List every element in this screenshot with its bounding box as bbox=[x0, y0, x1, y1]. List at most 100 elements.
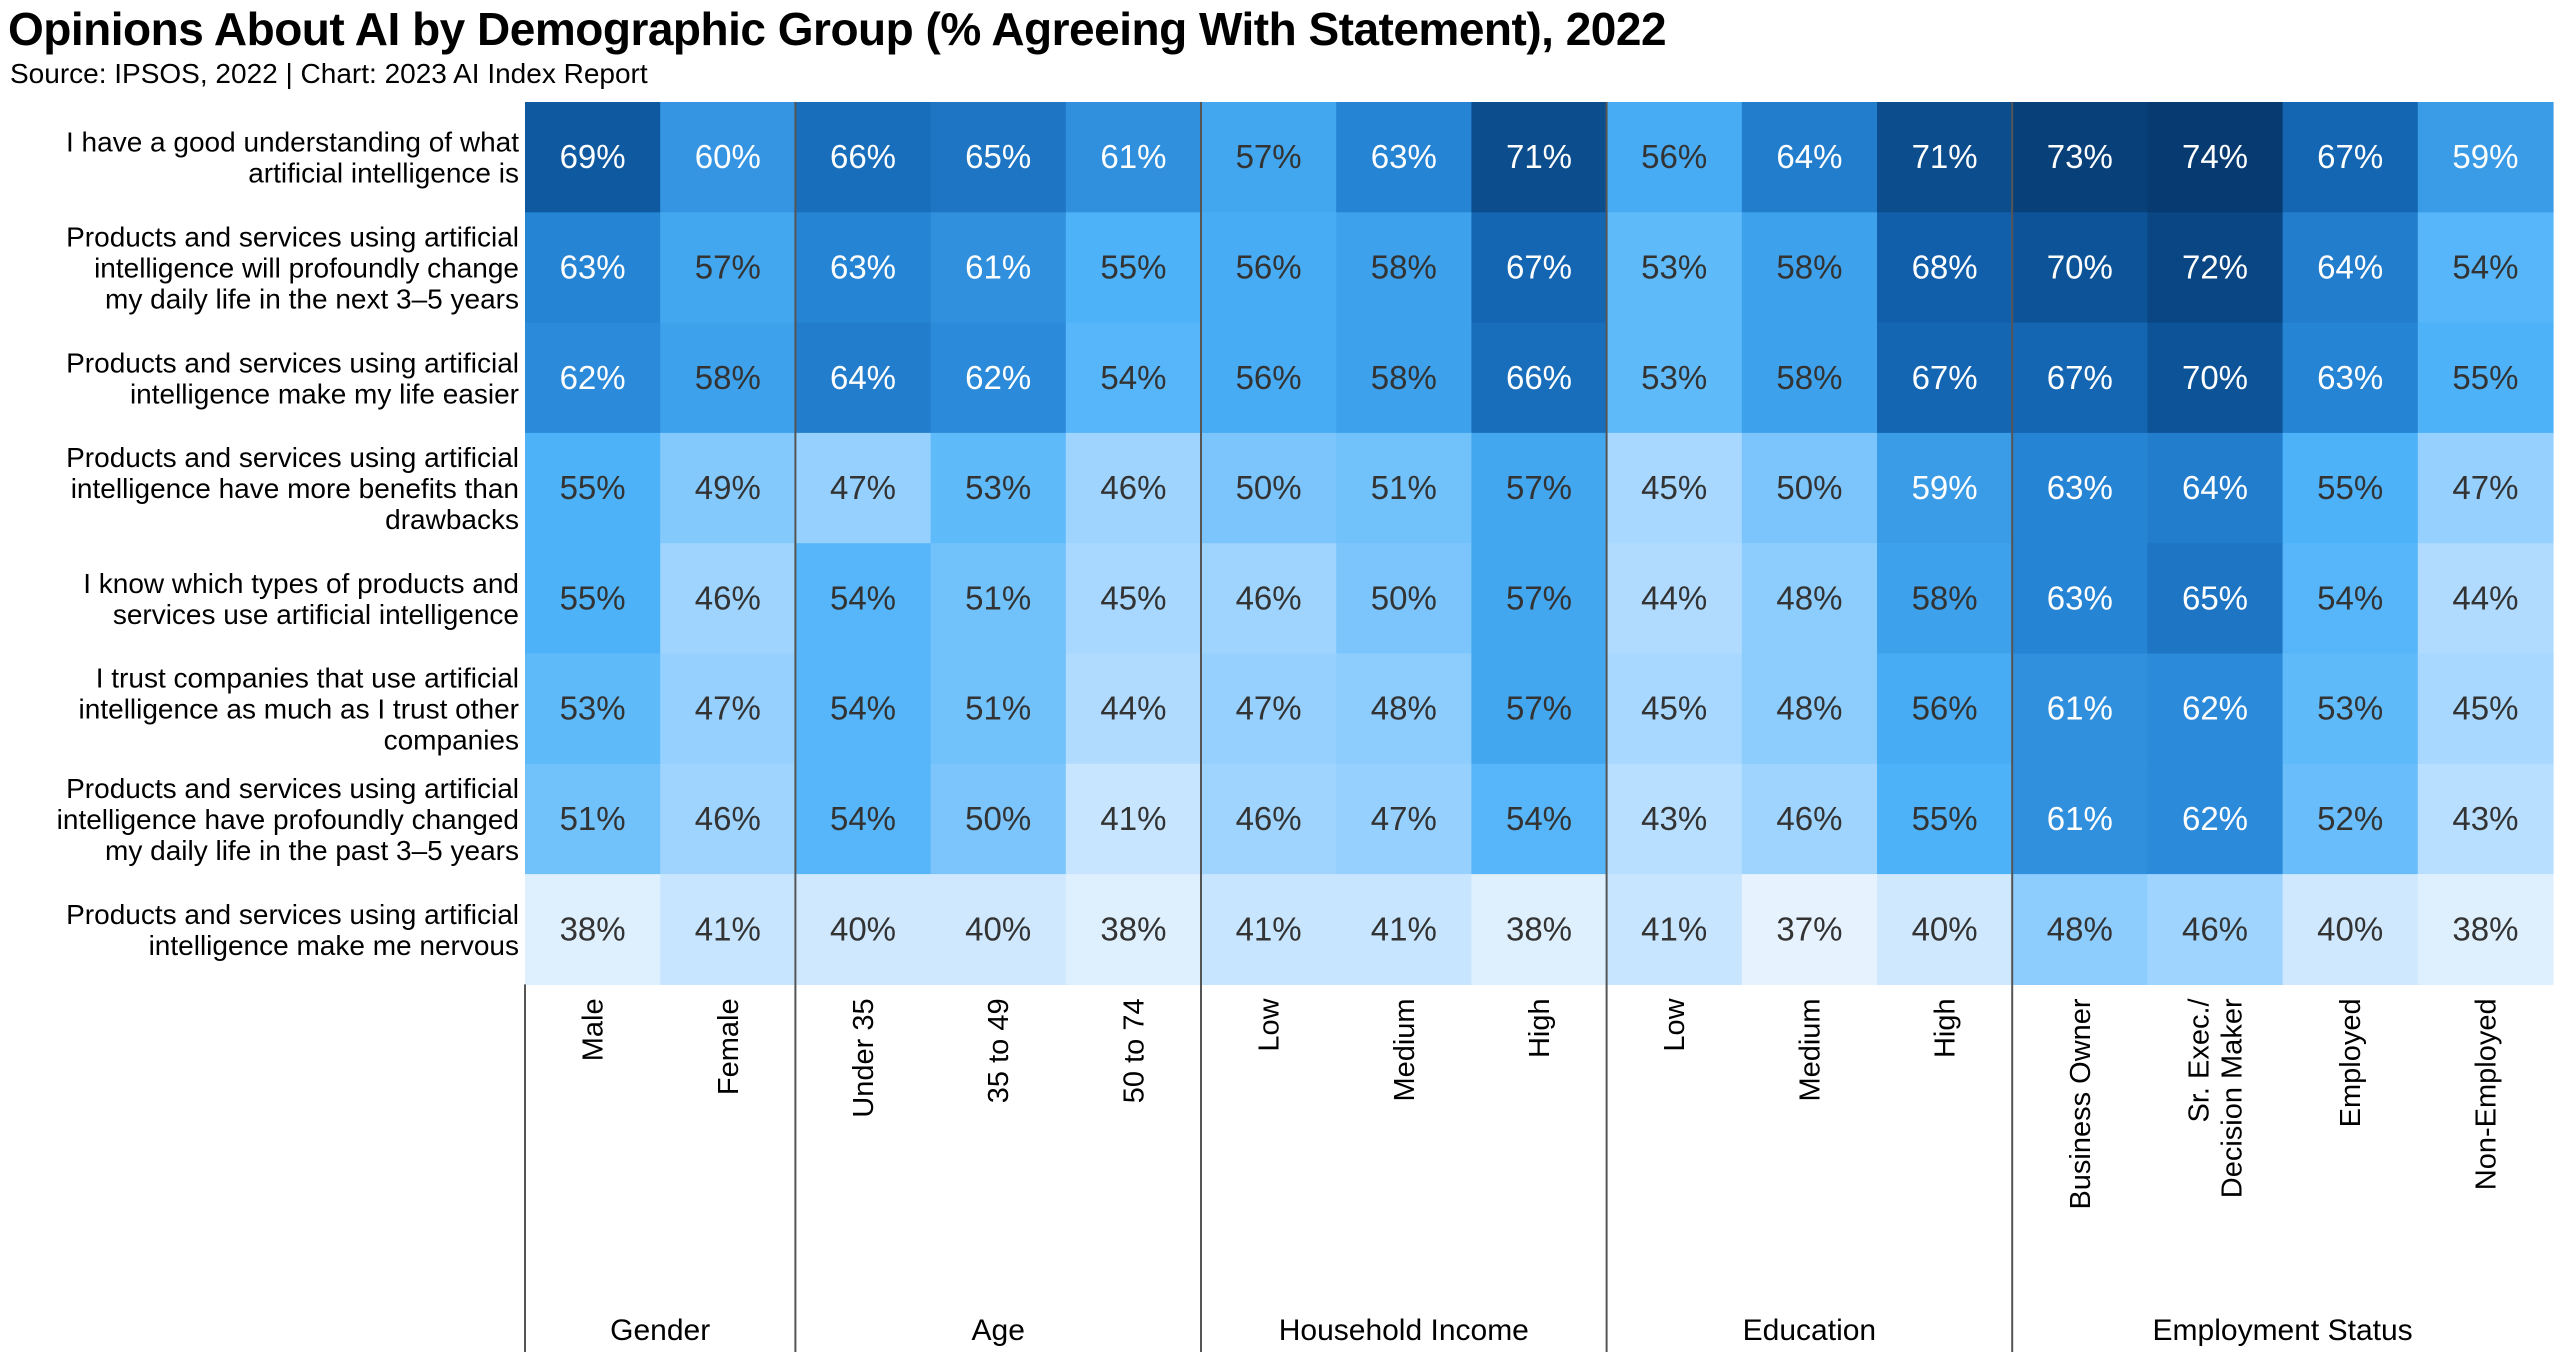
heatmap-cell bbox=[1065, 212, 1202, 324]
cell-value-label: 59% bbox=[1912, 469, 1978, 506]
column-label-line: Employed bbox=[2335, 998, 2367, 1127]
heatmap-cell bbox=[2147, 653, 2284, 765]
heatmap-cell bbox=[2282, 653, 2419, 765]
row-label: Products and services using artificialin… bbox=[66, 899, 519, 961]
heatmap-cell bbox=[1201, 763, 1337, 875]
heatmap-cell bbox=[525, 102, 661, 213]
heatmap-cell bbox=[795, 102, 932, 213]
heatmap-cell bbox=[930, 212, 1067, 324]
heatmap-cell bbox=[2417, 653, 2554, 765]
row-labels: I have a good understanding of whatartif… bbox=[57, 127, 520, 961]
cell-value-label: 64% bbox=[2317, 248, 2383, 285]
heatmap-cell bbox=[795, 322, 932, 434]
heatmap-cell bbox=[2417, 763, 2554, 875]
cell-value-label: 74% bbox=[2182, 138, 2248, 175]
column-label-line: Low bbox=[1254, 997, 1286, 1051]
heatmap-cell bbox=[525, 432, 661, 544]
cell-value-label: 66% bbox=[830, 138, 896, 175]
heatmap-cell bbox=[795, 543, 932, 655]
cell-value-label: 54% bbox=[830, 800, 896, 837]
cell-value-label: 51% bbox=[1371, 469, 1437, 506]
column-label-line: High bbox=[1524, 998, 1556, 1058]
row-label: I know which types of products andservic… bbox=[83, 568, 519, 630]
cell-value-label: 40% bbox=[830, 910, 896, 947]
heatmap-cell bbox=[525, 322, 661, 434]
row-label-line: Products and services using artificial bbox=[66, 221, 519, 252]
column-label-line: Business Owner bbox=[2065, 998, 2097, 1209]
cell-value-label: 44% bbox=[1100, 690, 1166, 727]
cell-value-label: 62% bbox=[2182, 690, 2248, 727]
heatmap-cell bbox=[1877, 874, 2013, 985]
cell-value-label: 48% bbox=[1371, 690, 1437, 727]
cell-value-label: 55% bbox=[560, 579, 626, 616]
column-label: Medium bbox=[1794, 998, 1826, 1101]
chart-title: Opinions About AI by Demographic Group (… bbox=[8, 3, 1667, 55]
row-label-line: my daily life in the past 3–5 years bbox=[105, 835, 519, 866]
column-label: 50 to 74 bbox=[1118, 998, 1150, 1103]
column-label-line: 35 to 49 bbox=[983, 998, 1015, 1103]
cell-value-label: 58% bbox=[1776, 359, 1842, 396]
cell-value-label: 63% bbox=[560, 248, 626, 285]
row-label-line: intelligence make my life easier bbox=[130, 378, 519, 409]
column-label: Low bbox=[1254, 997, 1286, 1051]
row-label: Products and services using artificialin… bbox=[57, 773, 519, 866]
cell-value-label: 62% bbox=[560, 359, 626, 396]
column-label-line: Under 35 bbox=[848, 998, 880, 1117]
heatmap-cell bbox=[660, 432, 796, 544]
heatmap-cell bbox=[2147, 212, 2284, 324]
heatmap-cell bbox=[525, 212, 661, 324]
heatmap-cell bbox=[1201, 432, 1337, 544]
cell-value-label: 51% bbox=[965, 690, 1031, 727]
cell-value-label: 71% bbox=[1912, 138, 1978, 175]
cell-value-label: 48% bbox=[1776, 690, 1842, 727]
heatmap-cell bbox=[525, 543, 661, 655]
heatmap-cell bbox=[1065, 322, 1202, 434]
heatmap-cell bbox=[2012, 763, 2148, 875]
cell-value-label: 73% bbox=[2047, 138, 2113, 175]
cell-value-label: 45% bbox=[1641, 469, 1707, 506]
heatmap-cell bbox=[1741, 322, 1878, 434]
cell-value-label: 56% bbox=[1236, 248, 1302, 285]
cell-value-label: 38% bbox=[1100, 910, 1166, 947]
heatmap-cell bbox=[1471, 432, 1608, 544]
heatmap-cell bbox=[1877, 102, 2013, 213]
heatmap-cell bbox=[795, 212, 932, 324]
heatmap-cell bbox=[2012, 322, 2148, 434]
heatmap-cell bbox=[2417, 102, 2554, 213]
heatmap-cell bbox=[2282, 322, 2419, 434]
cell-value-label: 70% bbox=[2182, 359, 2248, 396]
row-label: I have a good understanding of whatartif… bbox=[66, 127, 519, 189]
cell-value-label: 57% bbox=[1506, 579, 1572, 616]
cell-value-label: 50% bbox=[1776, 469, 1842, 506]
heatmap-cell bbox=[1471, 763, 1608, 875]
row-label-line: artificial intelligence is bbox=[248, 158, 519, 189]
cell-value-label: 45% bbox=[1641, 690, 1707, 727]
heatmap-cell bbox=[1471, 102, 1608, 213]
heatmap-cell bbox=[660, 653, 796, 765]
heatmap-cell bbox=[1741, 874, 1878, 985]
cell-value-label: 52% bbox=[2317, 800, 2383, 837]
row-label-line: intelligence make me nervous bbox=[149, 930, 519, 961]
cell-value-label: 60% bbox=[695, 138, 761, 175]
heatmap-cell bbox=[1606, 874, 1743, 985]
heatmap-cell bbox=[930, 322, 1067, 434]
heatmap-cell bbox=[1606, 432, 1743, 544]
cell-value-label: 54% bbox=[1100, 359, 1166, 396]
column-groups: Gender Age Household Income Education Employ… bbox=[524, 102, 2413, 1352]
cell-value-label: 56% bbox=[1912, 690, 1978, 727]
row-label-line: intelligence have profoundly changed bbox=[57, 804, 519, 835]
heatmap-cell bbox=[2012, 653, 2148, 765]
cell-value-label: 47% bbox=[1236, 690, 1302, 727]
group-label: Age bbox=[972, 1314, 1025, 1347]
cell-value-label: 38% bbox=[560, 910, 626, 947]
heatmap-cell bbox=[1877, 763, 2013, 875]
row-label-line: intelligence as much as I trust other bbox=[79, 694, 519, 725]
heatmap-cell bbox=[1606, 212, 1743, 324]
cell-value-label: 64% bbox=[830, 359, 896, 396]
cell-value-label: 40% bbox=[1912, 910, 1978, 947]
cell-value-label: 70% bbox=[2047, 248, 2113, 285]
cell-value-label: 57% bbox=[1506, 690, 1572, 727]
column-label-line: Female bbox=[713, 998, 745, 1095]
cell-value-label: 38% bbox=[2452, 910, 2518, 947]
cell-value-label: 67% bbox=[1506, 248, 1572, 285]
